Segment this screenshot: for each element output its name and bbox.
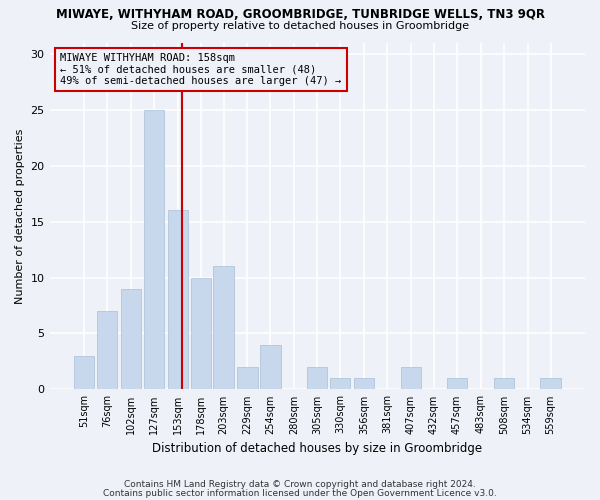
Y-axis label: Number of detached properties: Number of detached properties: [15, 128, 25, 304]
Text: MIWAYE, WITHYHAM ROAD, GROOMBRIDGE, TUNBRIDGE WELLS, TN3 9QR: MIWAYE, WITHYHAM ROAD, GROOMBRIDGE, TUNB…: [56, 8, 545, 20]
Text: Contains HM Land Registry data © Crown copyright and database right 2024.: Contains HM Land Registry data © Crown c…: [124, 480, 476, 489]
Bar: [238, 367, 257, 390]
Bar: [191, 278, 211, 390]
Text: Size of property relative to detached houses in Groombridge: Size of property relative to detached ho…: [131, 21, 469, 31]
Bar: [167, 210, 188, 390]
Bar: [354, 378, 374, 390]
Bar: [447, 378, 467, 390]
Bar: [74, 356, 94, 390]
Bar: [143, 110, 164, 390]
Bar: [307, 367, 328, 390]
Text: Contains public sector information licensed under the Open Government Licence v3: Contains public sector information licen…: [103, 489, 497, 498]
Bar: [260, 344, 281, 390]
Bar: [494, 378, 514, 390]
Bar: [330, 378, 350, 390]
Bar: [401, 367, 421, 390]
X-axis label: Distribution of detached houses by size in Groombridge: Distribution of detached houses by size …: [152, 442, 482, 455]
Bar: [121, 288, 141, 390]
Text: MIWAYE WITHYHAM ROAD: 158sqm
← 51% of detached houses are smaller (48)
49% of se: MIWAYE WITHYHAM ROAD: 158sqm ← 51% of de…: [60, 53, 341, 86]
Bar: [97, 311, 117, 390]
Bar: [541, 378, 560, 390]
Bar: [214, 266, 233, 390]
